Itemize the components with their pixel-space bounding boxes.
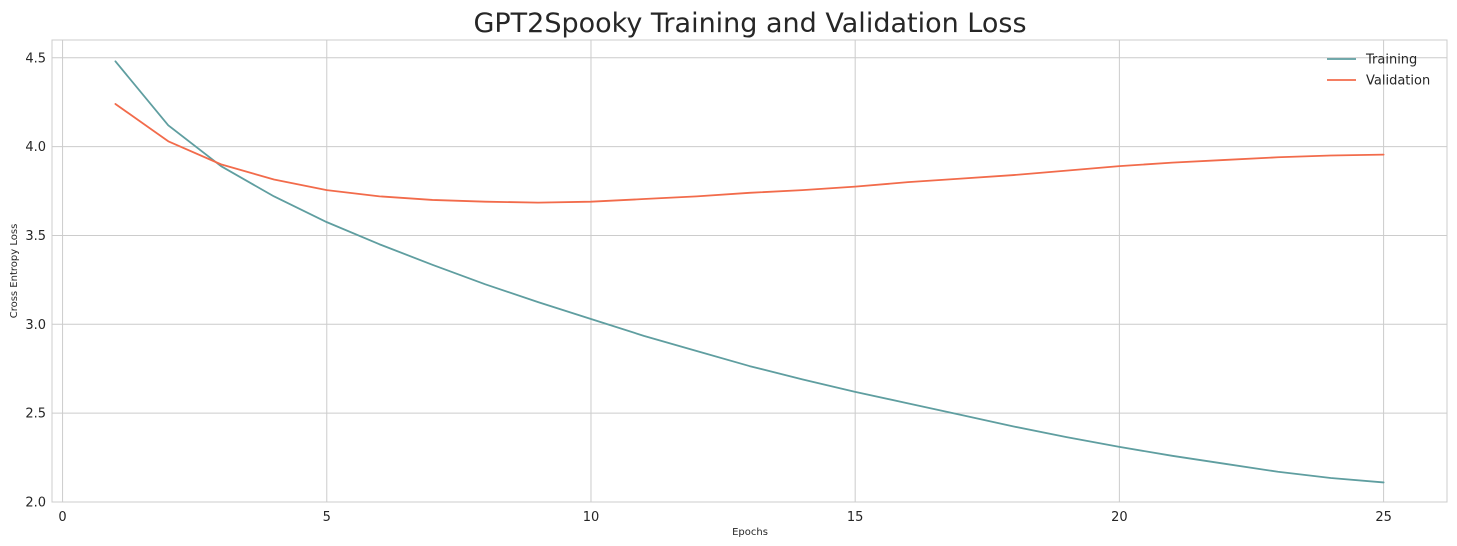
y-tick-label: 4.5 (25, 51, 46, 66)
y-tick-label: 2.0 (25, 496, 46, 511)
y-tick-label: 3.0 (25, 318, 46, 333)
legend-label-training: Training (1365, 53, 1417, 68)
y-tick-label: 3.5 (25, 229, 46, 244)
x-axis-label: Epochs (732, 527, 768, 538)
legend-label-validation: Validation (1366, 74, 1430, 89)
y-tick-label: 4.0 (25, 140, 46, 155)
series-line-training (114, 60, 1385, 484)
x-tick-label: 10 (583, 510, 600, 525)
tick-labels: 0 5 10 15 20 25 2.0 2.5 3.0 3.5 4.0 4.5 (25, 51, 1392, 525)
series-line-validation (114, 103, 1385, 204)
plot-frame (51, 39, 1448, 503)
x-tick-label: 15 (847, 510, 864, 525)
x-tick-label: 5 (323, 510, 331, 525)
y-tick-label: 2.5 (25, 407, 46, 422)
legend: Training Validation (1327, 53, 1430, 89)
x-tick-label: 20 (1111, 510, 1128, 525)
chart-title: GPT2Spooky Training and Validation Loss (473, 8, 1026, 39)
x-tick-label: 0 (58, 510, 66, 525)
grid-lines (52, 40, 1447, 503)
x-tick-label: 25 (1375, 510, 1392, 525)
y-axis-label: Cross Entropy Loss (9, 224, 20, 319)
series-lines (114, 60, 1385, 484)
